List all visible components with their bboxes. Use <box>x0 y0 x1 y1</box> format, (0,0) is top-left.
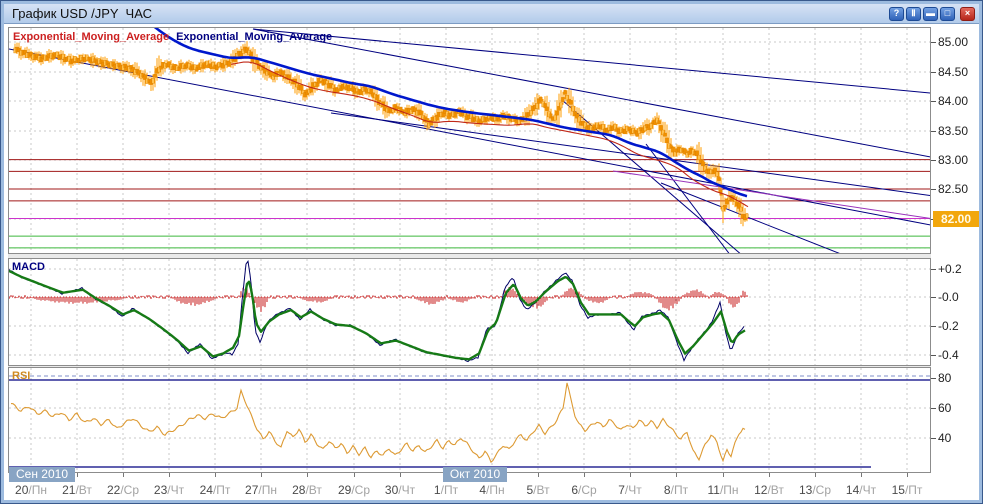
date-tick <box>815 473 816 477</box>
macd-panel[interactable] <box>8 258 931 366</box>
date-label: 11/Пн <box>707 483 739 497</box>
price-axis-label-tick <box>931 101 936 102</box>
date-tick <box>307 473 308 477</box>
price-axis-label-tick <box>931 160 936 161</box>
date-label: 24/Пт <box>199 483 231 497</box>
date-label: 23/Чт <box>153 483 185 497</box>
date-label: 12/Вт <box>754 483 784 497</box>
rsi-label: RSI <box>12 370 31 382</box>
date-tick <box>538 473 539 477</box>
date-tick <box>123 473 124 477</box>
macd-axis-label: -0.0 <box>938 290 959 304</box>
ema-red-line <box>230 61 749 208</box>
rsi-axis-label-tick <box>931 408 936 409</box>
date-tick <box>676 473 677 477</box>
main-chart-canvas[interactable] <box>9 28 930 253</box>
date-label: 15/Пт <box>891 483 923 497</box>
macd-canvas[interactable] <box>9 259 930 365</box>
date-label: 6/Ср <box>571 483 597 497</box>
date-label: 22/Ср <box>106 483 140 497</box>
indicator-legend: Exponential_Moving_Average Exponential_Mo… <box>13 31 339 43</box>
rsi-axis-label: 80 <box>938 371 952 385</box>
date-tick <box>584 473 585 477</box>
date-tick <box>169 473 170 477</box>
current-price-tag: 82.00 <box>933 211 979 227</box>
date-tick <box>769 473 770 477</box>
price-axis-label: 83.50 <box>938 124 969 138</box>
date-tick <box>861 473 862 477</box>
grid <box>9 28 930 253</box>
macd-axis-label: -0.4 <box>938 348 959 362</box>
date-label: 1/Пт <box>433 483 459 497</box>
macd-label: MACD <box>12 261 45 273</box>
price-axis-label: 84.00 <box>938 94 969 108</box>
rsi-axis-label: 60 <box>938 401 952 415</box>
date-tick <box>215 473 216 477</box>
window-title: График USD /JPY ЧАС <box>12 6 152 21</box>
date-label: 27/Пн <box>245 483 277 497</box>
macd-signal-line <box>9 269 746 361</box>
price-axis-label-tick <box>931 189 936 190</box>
grid <box>9 259 930 365</box>
price-axis-label: 85.00 <box>938 35 969 49</box>
date-label: 5/Вт <box>526 483 550 497</box>
date-label: 28/Вт <box>292 483 322 497</box>
macd-axis-label-tick <box>931 269 936 270</box>
macd-axis-label-tick <box>931 326 936 327</box>
macd-axis-label: +0.2 <box>938 262 962 276</box>
date-label: 14/Чт <box>845 483 877 497</box>
date-tick <box>630 473 631 477</box>
support-resistance-lines <box>9 159 930 249</box>
price-axis-label: 83.00 <box>938 153 969 167</box>
date-label: 20/Пн <box>15 483 47 497</box>
date-label: 30/Чт <box>384 483 416 497</box>
price-axis-label: 82.50 <box>938 182 969 196</box>
rsi-line <box>10 382 746 464</box>
ema-legend-blue: Exponential_Moving_Average <box>176 31 333 43</box>
restore-button[interactable]: □ <box>940 6 955 21</box>
date-tick <box>77 473 78 477</box>
price-axis-label-tick <box>931 131 936 132</box>
help-button[interactable]: ? <box>889 6 904 21</box>
ema-legend-red: Exponential_Moving_Average <box>13 31 170 43</box>
price-axis-label-tick <box>931 42 936 43</box>
date-label: 4/Пн <box>479 483 505 497</box>
date-label: 13/Ср <box>798 483 832 497</box>
ema-blue-line <box>153 28 748 198</box>
trendlines <box>9 28 930 253</box>
macd-axis-label: -0.2 <box>938 319 959 333</box>
date-tick <box>723 473 724 477</box>
macd-axis-label-tick <box>931 355 936 356</box>
rsi-axis-label: 40 <box>938 431 952 445</box>
date-label: 7/Чт <box>618 483 642 497</box>
date-tick <box>400 473 401 477</box>
date-tick <box>261 473 262 477</box>
month-label: Сен 2010 <box>9 467 75 482</box>
close-button[interactable]: × <box>960 6 975 21</box>
date-label: 29/Ср <box>337 483 371 497</box>
date-tick <box>907 473 908 477</box>
date-tick <box>354 473 355 477</box>
title-bar[interactable]: График USD /JPY ЧАС ? Ⅱ ▬ □ × <box>4 4 979 24</box>
price-axis-label-tick <box>931 72 936 73</box>
date-label: 8/Пт <box>663 483 689 497</box>
macd-histogram <box>9 287 748 312</box>
rsi-axis-label-tick <box>931 378 936 379</box>
main-chart-panel[interactable] <box>8 27 931 254</box>
rsi-panel[interactable] <box>8 367 931 473</box>
minimize-button[interactable]: ▬ <box>923 6 938 21</box>
window-buttons: ? Ⅱ ▬ □ × <box>889 6 979 21</box>
pause-button[interactable]: Ⅱ <box>906 6 921 21</box>
candles <box>13 41 749 227</box>
macd-axis-label-tick <box>931 297 936 298</box>
rsi-canvas[interactable] <box>9 368 930 472</box>
month-label: Окт 2010 <box>443 467 507 482</box>
price-axis-label: 84.50 <box>938 65 969 79</box>
rsi-axis-label-tick <box>931 438 936 439</box>
grid <box>9 368 930 472</box>
date-label: 21/Вт <box>62 483 92 497</box>
